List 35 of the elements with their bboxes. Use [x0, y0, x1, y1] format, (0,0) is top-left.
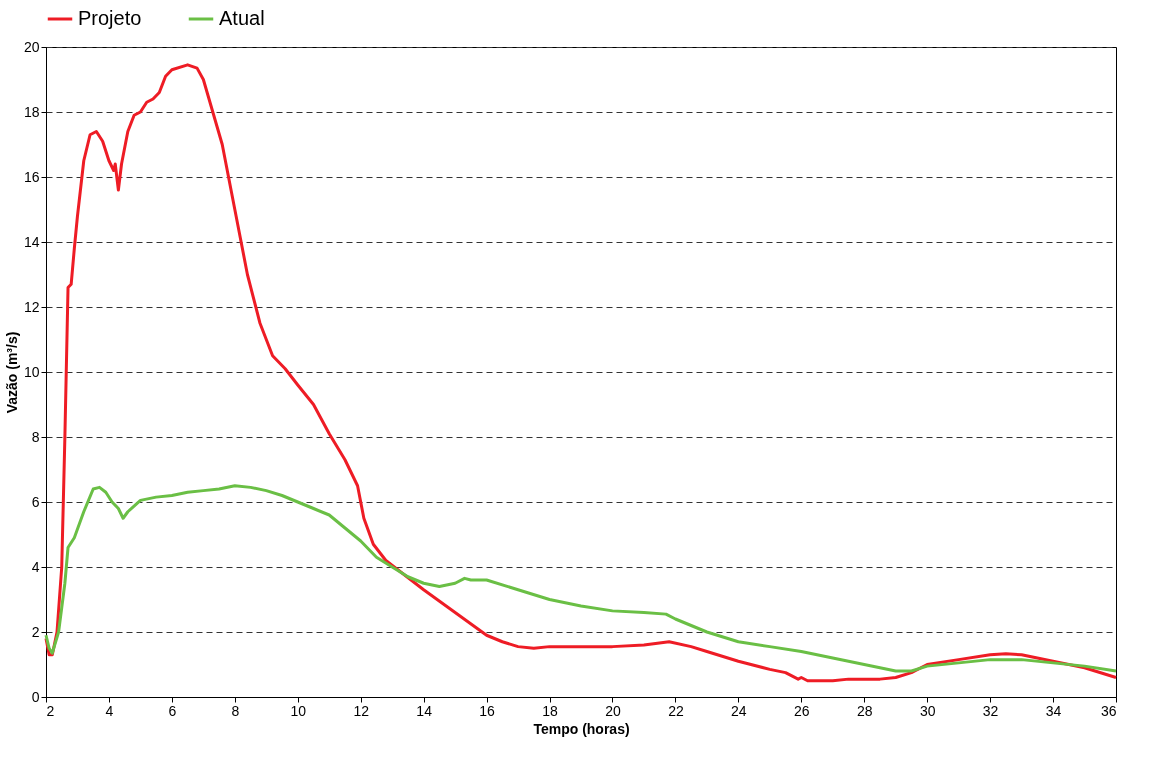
x-tick-label: 32 — [982, 702, 999, 719]
y-tick-label: 6 — [31, 493, 40, 510]
x-tick-label: 14 — [416, 702, 433, 719]
y-tick-label: 0 — [31, 688, 40, 705]
x-tick-label: 20 — [605, 702, 621, 719]
line-series — [44, 63, 1118, 683]
x-tick-label: 36 — [1100, 702, 1117, 719]
x-tick-label: 10 — [290, 702, 307, 719]
y-tick-label: 12 — [23, 298, 40, 315]
x-tick-label: 30 — [919, 702, 936, 719]
y-tick-label: 18 — [23, 103, 40, 120]
x-tick-label: 28 — [856, 702, 873, 719]
y-tick-label: 8 — [31, 428, 40, 445]
y-tick-label: 20 — [23, 38, 40, 55]
x-tick-label: 26 — [794, 702, 810, 719]
x-tick-label: 8 — [231, 702, 240, 719]
y-axis-title: Vazão (m³/s) — [3, 331, 20, 414]
line-series — [44, 484, 1118, 673]
y-tick-label: 14 — [23, 233, 40, 250]
x-tick-label: 12 — [353, 702, 370, 719]
y-tick-label: 10 — [23, 363, 40, 380]
x-tick-label: 18 — [542, 702, 559, 719]
x-tick-label: 24 — [731, 702, 747, 719]
legend-label: Projeto — [78, 7, 142, 29]
x-tick-label: 2 — [46, 702, 55, 719]
y-tick-label: 4 — [31, 558, 40, 575]
y-tick-label: 16 — [23, 168, 40, 185]
x-axis-title: Tempo (horas) — [533, 720, 630, 737]
x-tick-label: 4 — [105, 702, 114, 719]
legend-label: Atual — [219, 7, 265, 29]
x-tick-label: 22 — [668, 702, 684, 719]
x-tick-label: 6 — [168, 702, 177, 719]
x-tick-label: 34 — [1045, 702, 1062, 719]
x-tick-label: 16 — [479, 702, 496, 719]
y-tick-label: 2 — [31, 623, 40, 640]
